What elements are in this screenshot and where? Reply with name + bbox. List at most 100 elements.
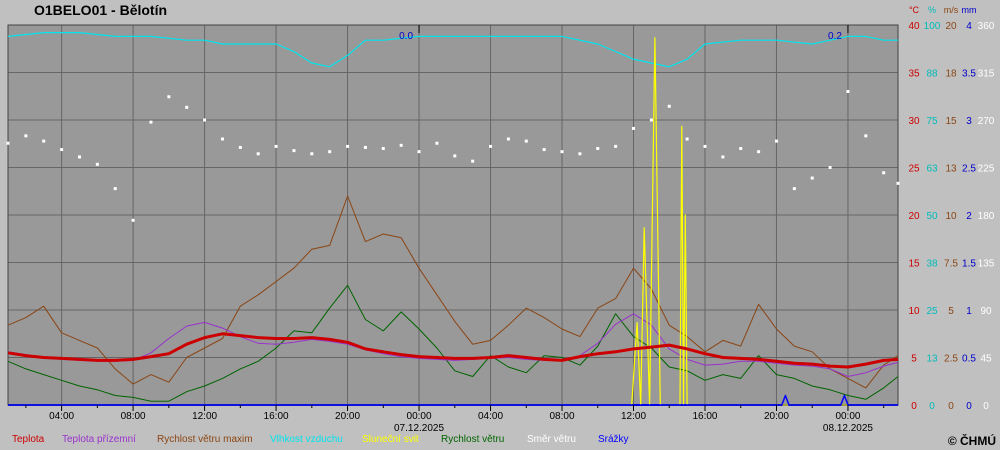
wind-direction-point [453, 154, 457, 158]
wind-direction-point [24, 134, 28, 138]
wind-direction-point [614, 144, 618, 148]
wind-direction-point [417, 150, 421, 154]
wind-direction-point [739, 147, 743, 150]
axis-tick-label: 1.5 [962, 259, 976, 270]
wind-direction-point [95, 162, 99, 166]
wind-direction-point [792, 187, 796, 191]
wind-direction-point [703, 144, 707, 148]
axis-tick-label: 3 [966, 116, 972, 127]
wind-direction-point [524, 139, 528, 143]
axis-tick-label: 63 [926, 164, 938, 175]
axis-tick-label: 20 [945, 21, 957, 32]
wind-direction-point [328, 150, 332, 154]
copyright: © ČHMÚ [947, 434, 996, 448]
x-tick-label: 20:00 [335, 411, 360, 422]
axis-tick-label: 0 [911, 401, 917, 412]
axis-tick-label: 38 [926, 259, 938, 270]
wind-direction-point [578, 152, 582, 156]
series-line-Rychlost větru [7, 284, 899, 402]
wind-direction-point [560, 150, 564, 154]
axis-tick-label: 180 [978, 211, 995, 222]
wind-direction-point [292, 149, 296, 153]
x-tick-label: 00:00 [835, 411, 860, 422]
axis-tick-label: 40 [908, 21, 920, 32]
x-date-label: 08.12.2025 [823, 423, 873, 434]
axis-tick-label: 13 [945, 164, 957, 175]
wind-direction-point [42, 139, 46, 143]
axis-tick-label: 2 [966, 211, 972, 222]
axis-tick-label: 50 [926, 211, 938, 222]
axis-tick-label: 25 [926, 306, 938, 317]
axis-tick-label: 100 [924, 21, 941, 32]
x-tick-label: 08:00 [550, 411, 575, 422]
wind-direction-point [489, 144, 493, 148]
axis-tick-label: 0 [948, 401, 954, 412]
axis-tick-label: 1 [966, 306, 972, 317]
axis-tick-label: 45 [980, 354, 992, 365]
legend-item: Rychlost větru maxim [157, 434, 253, 445]
annotation-label: 0.0 [399, 31, 413, 42]
wind-direction-point [238, 145, 242, 149]
x-tick-label: 00:00 [407, 411, 432, 422]
wind-direction-point [346, 144, 350, 148]
wind-direction-point [846, 90, 850, 93]
wind-direction-point [471, 159, 475, 163]
series-line-Teplota [7, 332, 899, 369]
wind-direction-point [882, 171, 886, 175]
axis-tick-label: 13 [926, 354, 938, 365]
wind-direction-point [149, 120, 153, 124]
axis-tick-label: 225 [978, 164, 995, 175]
wind-direction-point [632, 126, 636, 130]
wind-direction-point [649, 118, 653, 122]
axis-tick-label: 2.5 [944, 354, 958, 365]
wind-direction-point [596, 147, 600, 150]
wind-direction-point [721, 155, 725, 159]
wind-direction-point [203, 118, 207, 122]
wind-direction-point [185, 105, 189, 109]
wind-direction-point [542, 148, 546, 152]
x-tick-label: 04:00 [49, 411, 74, 422]
wind-direction-point [506, 137, 510, 141]
wind-direction-point [685, 137, 689, 141]
x-tick-label: 20:00 [764, 411, 789, 422]
axis-tick-label: 0 [983, 401, 989, 412]
axis-tick-label: 15 [945, 116, 957, 127]
wind-direction-point [667, 104, 671, 108]
wind-direction-point [864, 134, 868, 138]
axis-tick-label: 2.5 [962, 164, 976, 175]
legend-item: Teplota [12, 434, 45, 445]
axis-unit-label: m/s [944, 5, 959, 15]
right-axes: °C4035302520151050%100887563503825130m/s… [908, 5, 994, 412]
wind-direction-point [810, 176, 814, 180]
legend: Teplota Teplota přízemní Rychlost větru ma… [0, 434, 940, 448]
wind-direction-point [757, 150, 761, 154]
series-layer: 0.0 0.2 [6, 25, 900, 406]
wind-direction-point [435, 141, 439, 145]
wind-direction-point [131, 218, 135, 222]
x-tick-label: 08:00 [121, 411, 146, 422]
axis-unit-label: mm [962, 5, 977, 15]
legend-item: Směr větru [527, 434, 576, 445]
axis-tick-label: 5 [911, 354, 917, 365]
series-line-Srážky [8, 394, 898, 406]
x-tick-label: 12:00 [621, 411, 646, 422]
wind-direction-point [256, 152, 260, 156]
wind-direction-point [60, 148, 64, 152]
wind-direction-point [220, 137, 224, 141]
series-line-Rychlost větru maxim [7, 195, 899, 389]
axis-tick-label: 18 [945, 69, 957, 80]
chart-title: O1BELO01 - Bělotín [34, 2, 168, 18]
axis-tick-label: 10 [945, 211, 957, 222]
wind-direction-point [113, 187, 117, 191]
legend-item: Rychlost větru [441, 434, 505, 445]
wind-direction-point [6, 141, 10, 145]
series-line-Teplota přízemní [7, 313, 899, 377]
x-tick-label: 16:00 [264, 411, 289, 422]
axis-tick-label: 0 [929, 401, 935, 412]
axis-unit-label: % [928, 5, 936, 15]
x-tick-label: 12:00 [192, 411, 217, 422]
wind-direction-point [167, 95, 171, 99]
axis-tick-label: 270 [978, 116, 995, 127]
